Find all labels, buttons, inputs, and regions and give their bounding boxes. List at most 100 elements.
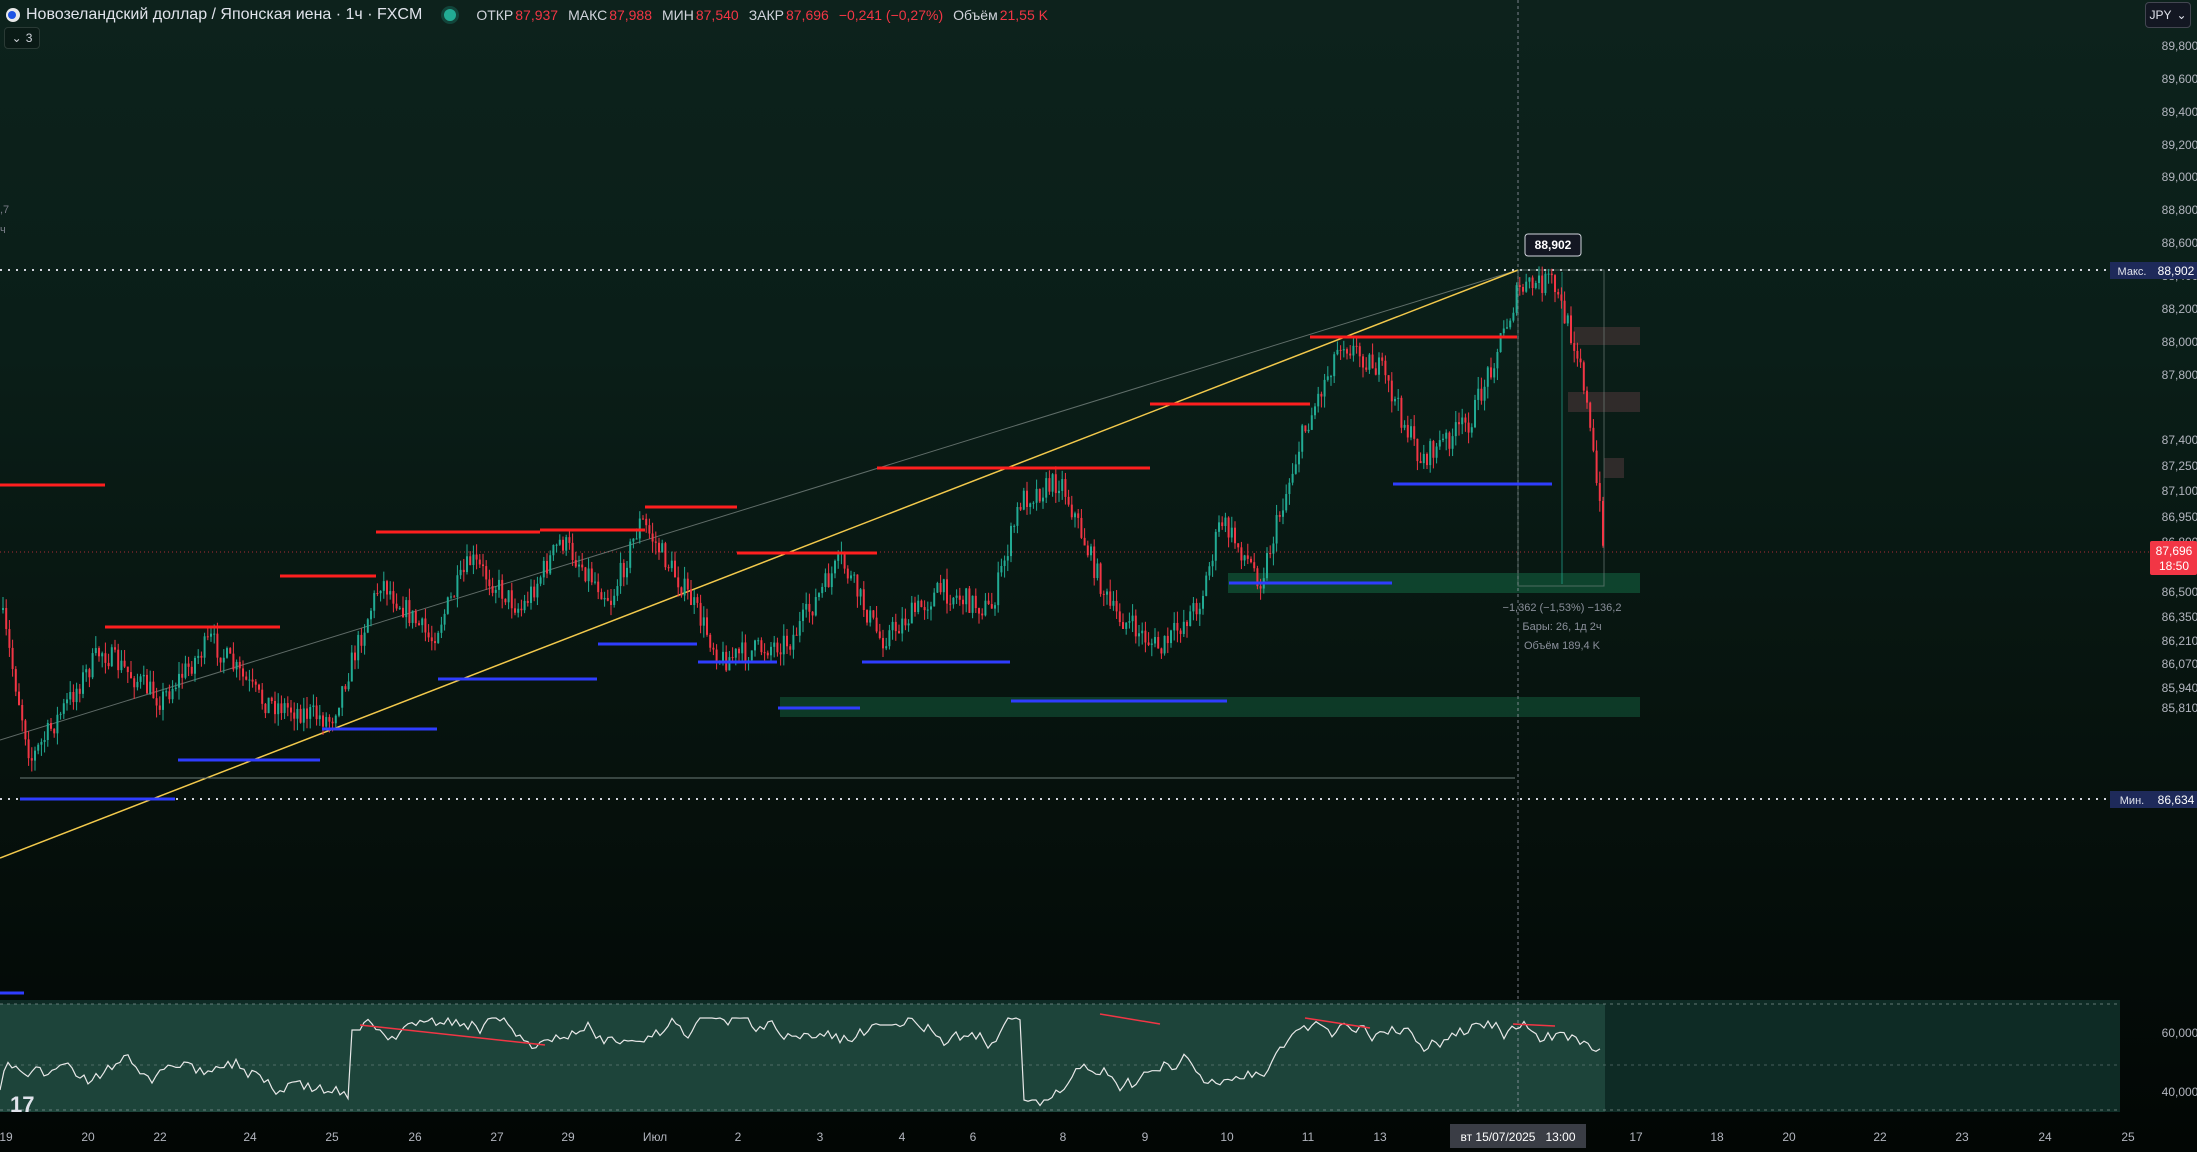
rsi-divergence-line: [359, 1024, 546, 1046]
candle-body: [683, 578, 686, 596]
candle-body: [69, 691, 72, 700]
tradingview-logo[interactable]: 17: [10, 1092, 34, 1117]
candle-body: [114, 647, 116, 650]
candle-body: [1346, 349, 1348, 354]
candle-body: [453, 596, 456, 598]
candle-body: [1442, 438, 1444, 441]
price-tick: 88,800: [2162, 203, 2197, 217]
candle-body: [1170, 630, 1172, 644]
time-tick: 20: [1782, 1130, 1796, 1144]
candle-body: [1227, 517, 1230, 538]
candle-body: [811, 611, 814, 616]
candle-body: [907, 623, 910, 626]
candle-body: [824, 573, 827, 587]
candle-body: [760, 640, 763, 653]
indicator-count: 3: [25, 31, 33, 45]
candle-body: [213, 633, 216, 635]
candle-body: [440, 624, 443, 633]
candle-body: [1019, 506, 1022, 510]
candle-body: [334, 715, 337, 724]
candle-body: [325, 717, 328, 727]
candle-body: [437, 632, 440, 644]
indicators-toggle[interactable]: ⌄ 3: [4, 27, 40, 49]
price-tick: 87,400: [2162, 433, 2197, 447]
candle-body: [1330, 376, 1332, 378]
symbol-header: Новозеландский доллар / Японская иена · …: [6, 4, 1058, 26]
candle-body: [1352, 345, 1355, 356]
candle-body: [619, 562, 622, 587]
time-tick: 22: [153, 1130, 167, 1144]
candle-body: [72, 691, 75, 703]
candle-body: [1400, 397, 1403, 428]
candle-body: [933, 592, 936, 607]
candle-body: [1467, 422, 1470, 433]
candle-body: [1362, 356, 1364, 368]
candle-body: [491, 586, 494, 593]
candle-body: [539, 577, 542, 584]
candle-body: [578, 564, 580, 567]
candle-body: [322, 715, 324, 727]
candle-body: [1154, 636, 1156, 644]
candle-body: [181, 673, 184, 678]
candle-body: [75, 688, 78, 703]
candle-body: [1109, 591, 1112, 606]
candle-body: [674, 560, 676, 578]
candle-body: [795, 634, 798, 636]
candle-body: [1522, 287, 1524, 292]
left-note-2: ч: [0, 224, 6, 236]
candle-body: [1243, 555, 1246, 561]
candle-body: [846, 568, 849, 579]
candle-body: [1288, 482, 1291, 495]
candle-body: [1115, 600, 1118, 612]
candle-body: [56, 714, 59, 734]
candle-body: [94, 648, 97, 654]
candle-body: [1563, 300, 1566, 324]
time-tick: 6: [970, 1130, 977, 1144]
candle-body: [1451, 436, 1454, 449]
candle-body: [328, 717, 331, 722]
candle-body: [133, 678, 136, 688]
candle-body: [302, 708, 305, 723]
candle-body: [1432, 441, 1435, 458]
candle-body: [1445, 432, 1448, 439]
candle-body: [891, 621, 894, 631]
candle-body: [264, 703, 267, 714]
min-label: Мин.: [2120, 795, 2144, 807]
price-tick: 85,810: [2162, 701, 2197, 715]
max-value: 88,902: [2158, 264, 2195, 278]
candle-body: [1128, 621, 1131, 623]
currency-button[interactable]: JPY ⌄: [2145, 2, 2191, 28]
symbol-title[interactable]: Новозеландский доллар / Японская иена · …: [26, 6, 423, 23]
candle-body: [443, 613, 446, 625]
time-scale[interactable]: 19 20 22 24 25 26 27 29 Июл 2 3 4 6 8 9 10 11 13 17 18 20 22 2…: [0, 1130, 2135, 1144]
candle-body: [994, 605, 996, 609]
price-scale[interactable]: 89,800 89,600 89,400 89,200 89,000 88,800 88,6…: [2162, 39, 2197, 1099]
candle-body: [194, 657, 196, 674]
candle-body: [1134, 615, 1137, 637]
candle-body: [587, 568, 590, 582]
market-status-icon[interactable]: [444, 9, 457, 21]
candle-body: [1301, 425, 1304, 452]
candle-body: [1195, 603, 1198, 615]
candle-body: [43, 740, 46, 742]
candle-body: [853, 574, 856, 576]
candle-body: [690, 589, 692, 605]
candle-body: [1413, 426, 1416, 439]
candle-body: [533, 586, 536, 598]
time-tick: 25: [2121, 1130, 2135, 1144]
candle-body: [142, 674, 145, 677]
candle-body: [536, 583, 539, 598]
candle-body: [1275, 515, 1278, 544]
candle-body: [379, 590, 382, 594]
price-tick: 88,000: [2162, 335, 2197, 349]
candle-body: [939, 582, 942, 593]
open-label: ОТКР: [476, 7, 514, 23]
candle-body: [18, 691, 20, 705]
volume-value: 21,55 K: [999, 7, 1048, 23]
candle-body: [168, 691, 171, 700]
candle-body: [699, 602, 702, 626]
price-tick: 89,400: [2162, 105, 2197, 119]
candle-body: [408, 600, 411, 623]
price-tick: 89,600: [2162, 72, 2197, 86]
